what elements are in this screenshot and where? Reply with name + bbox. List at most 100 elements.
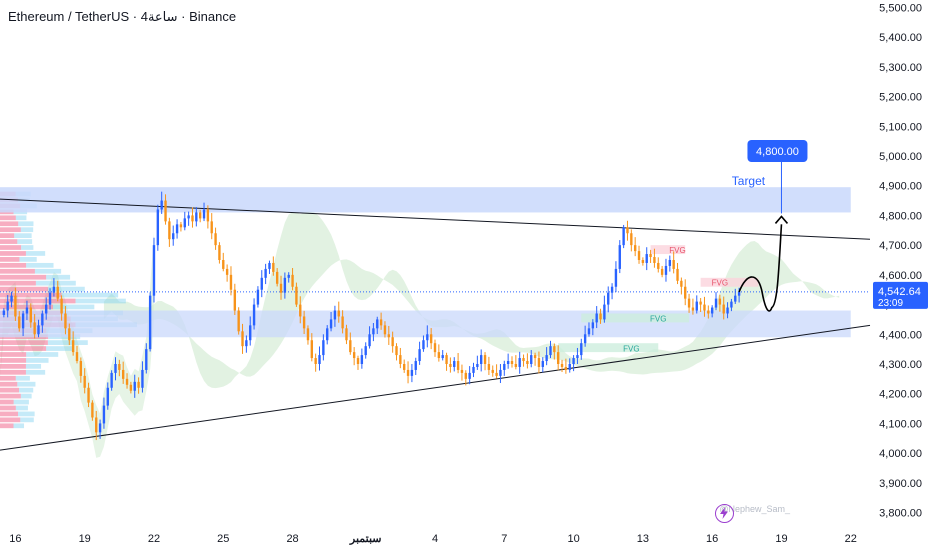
candle-body [726,307,729,314]
candle-body [283,277,287,293]
candle-body [179,224,183,228]
candle-body [580,343,583,356]
candle-body [206,209,210,222]
candle-body [110,372,113,388]
volume-bar [46,274,71,280]
volume-bar [13,423,25,429]
candle-body [168,221,171,240]
candle-body [622,227,625,246]
candle-body [649,254,652,258]
volume-bar [0,364,26,369]
y-tick-label: 4,900.00 [879,181,922,193]
target-price-text: 4,800.00 [756,146,799,158]
candle-body [718,298,722,305]
candle-body [268,262,271,269]
volume-bar [0,292,62,298]
candle-body [730,301,733,308]
candle-body [75,352,79,362]
volume-bar [0,399,14,405]
volume-bar [0,393,21,399]
price-axis: 5,500.00 5,400.00 5,300.00 5,200.00 5,100.00… [873,2,928,520]
candle-body [734,295,737,302]
x-tick-label: 4 [432,533,438,545]
candle-body [541,361,544,367]
candle-body [326,328,329,341]
candle-body [483,355,487,364]
candle-body [129,384,133,391]
candle-body [653,257,656,263]
y-tick-label: 5,500.00 [879,2,922,14]
volume-bar [0,227,21,233]
y-tick-label: 4,400.00 [879,329,922,341]
candle-body [399,355,402,364]
fvg-label: FVG [712,278,728,287]
volume-bar [0,245,22,250]
volume-bar [0,257,20,262]
x-tick-label: 28 [286,533,298,545]
volume-bar [17,381,36,387]
volume-bar [0,233,15,238]
candle-body [302,316,306,329]
candle-body [202,209,206,219]
x-tick-label: 13 [637,533,649,545]
volume-bar [34,268,62,274]
fvg-label: FVG [669,246,685,255]
volume-bar [47,340,88,345]
title-sep-1: · [129,9,141,24]
candle-body [318,355,321,364]
candle-body [191,215,194,222]
candle-body [603,304,606,320]
volume-bar [20,417,34,423]
candle-body [456,361,460,370]
candle-body [383,325,387,335]
candle-body [29,307,32,323]
candle-body [522,358,525,362]
volume-bar [15,215,27,221]
candle-body [356,358,360,364]
volume-bar [0,411,19,417]
candle-body [14,295,17,317]
volume-bar [0,251,26,256]
candle-body [695,301,698,311]
candle-body [2,310,6,315]
candle-body [264,268,267,278]
candle-body [164,200,167,222]
candle-body [591,322,595,329]
volume-bar [53,304,95,310]
candle-body [233,289,237,311]
candle-body [476,364,479,367]
candle-body [98,423,102,433]
y-tick-label: 4,000.00 [879,448,922,460]
candle-body [249,325,252,341]
volume-bar [46,346,74,351]
candle-body [691,307,695,311]
candle-body [410,369,414,376]
arrow-head [774,215,789,224]
candle-body [637,251,641,260]
candle-body [449,364,452,367]
demand-zone [0,310,851,338]
volume-bar [20,227,34,233]
volume-bar [0,346,47,351]
candle-body [310,340,314,359]
candle-body [52,286,56,293]
chart-title: Ethereum / TetherUS · 4ساعة · Binance [8,9,236,25]
candle-body [291,274,294,287]
cloud-area [103,211,840,389]
ichimoku-cloud [0,211,840,458]
candle-body [376,319,379,329]
candle-body [687,298,691,308]
candle-body [518,358,521,367]
candle-body [252,304,256,326]
volume-bar [0,417,21,423]
y-tick-label: 5,300.00 [879,62,922,74]
volume-bar [0,369,26,375]
candle-body [245,340,248,347]
candle-body [225,268,229,275]
candle-body [275,271,279,284]
volume-bar [20,393,32,399]
volume-bar [25,369,46,375]
fvg-box [558,343,659,353]
candle-body [48,292,52,305]
